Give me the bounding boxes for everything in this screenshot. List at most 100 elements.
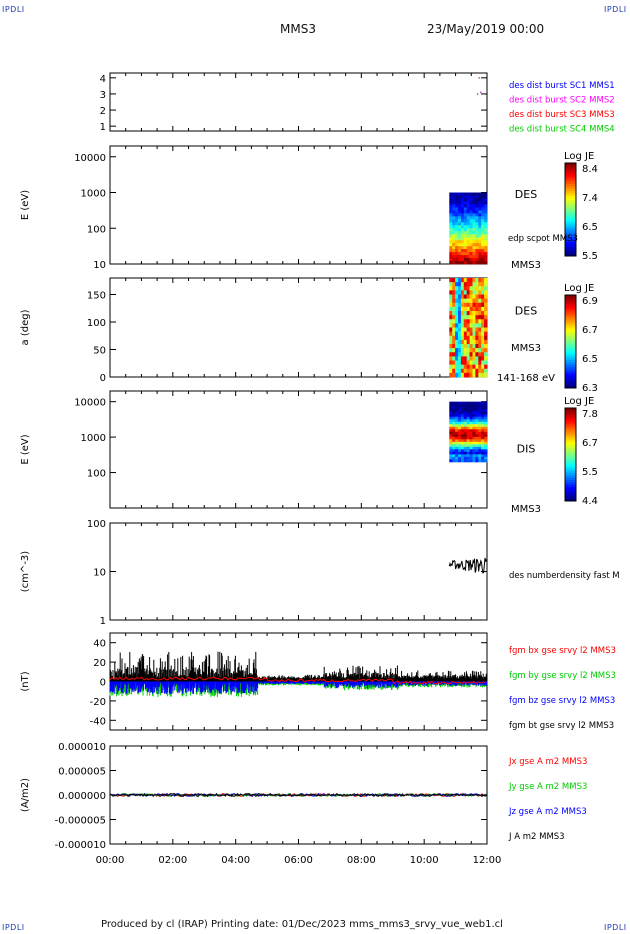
dis_energy-heatmap-cell: [472, 404, 476, 408]
des_energy-heatmap-cell: [463, 255, 468, 259]
des_energy-heatmap-cell: [452, 216, 456, 220]
des_energy-heatmap-cell: [472, 258, 476, 262]
des_pitch-colorbar-step: [565, 374, 576, 377]
dis_energy-heatmap-cell: [466, 426, 470, 430]
dis_energy-heatmap-cell: [452, 446, 456, 450]
des_pitch-heatmap-cell: [452, 302, 456, 308]
des_pitch-colorbar-step: [565, 301, 576, 305]
dis_energy-heatmap-cell: [469, 414, 473, 418]
des_pitch-heatmap-cell: [475, 323, 479, 328]
dis_energy-heatmap-cell: [452, 424, 456, 428]
dis_energy-heatmap-cell: [484, 451, 488, 455]
dis_energy-heatmap-cell: [475, 426, 479, 430]
des_pitch-heatmap-cell: [452, 278, 456, 283]
dis_energy-heatmap-cell: [460, 444, 465, 448]
des_energy-colorbar-step: [565, 204, 576, 208]
des_energy-heatmap-cell: [475, 234, 479, 238]
dis_energy-heatmap-cell: [481, 451, 485, 455]
dis_energy-heatmap-cell: [469, 421, 473, 425]
dis_energy-heatmap-cell: [463, 406, 468, 410]
des_energy-heatmap-cell: [478, 240, 482, 244]
current-ytick-label: 0.000000: [58, 791, 106, 802]
des_energy-heatmap-cell: [463, 261, 468, 265]
des_energy-heatmap-cell: [475, 192, 479, 196]
des_energy-colorbar-step: [565, 209, 576, 213]
des_energy-heatmap-cell: [478, 231, 482, 235]
dis_energy-heatmap-cell: [449, 426, 453, 430]
des_energy-heatmap-cell: [458, 198, 462, 202]
des_pitch-heatmap-cell: [484, 372, 488, 378]
dis_energy-heatmap-cell: [478, 454, 482, 458]
dis_energy-heatmap-cell: [463, 431, 468, 435]
dis_energy-heatmap-cell: [463, 439, 468, 443]
dis_energy-heatmap-cell: [475, 429, 479, 433]
des_energy-heatmap-cell: [463, 258, 468, 262]
dis_energy-heatmap-cell: [455, 406, 459, 410]
des_energy-heatmap-cell: [478, 261, 482, 265]
des_energy-heatmap-cell: [466, 240, 470, 244]
des_energy-heatmap-cell: [460, 225, 465, 229]
dis_energy-heatmap-cell: [472, 451, 476, 455]
des_pitch-heatmap-cell: [472, 364, 476, 370]
burst-point: [476, 93, 479, 95]
des_pitch-heatmap-cell: [469, 339, 473, 345]
des_pitch-heatmap-cell: [449, 290, 453, 295]
legend-des-numberdensity-fast-m: des numberdensity fast M: [509, 571, 620, 581]
des_pitch-heatmap-cell: [475, 372, 479, 378]
dis_energy-heatmap-cell: [472, 421, 476, 425]
des_energy-colorbar-step: [565, 239, 576, 243]
des_energy-heatmap-cell: [475, 198, 479, 202]
des_energy-colorbar-step: [565, 249, 576, 252]
dis_energy-heatmap-cell: [449, 416, 453, 420]
dis_energy-heatmap-cell: [481, 431, 485, 435]
dis_energy-heatmap-cell: [458, 451, 462, 455]
des_energy-heatmap-cell: [484, 210, 488, 214]
des_energy-heatmap-cell: [484, 252, 488, 256]
j-a-m2-mms3-trace: [109, 792, 487, 798]
dis_energy-heatmap-cell: [472, 446, 476, 450]
dis_energy-heatmap-cell: [466, 436, 470, 440]
dis_energy-colorbar-step: [565, 489, 576, 493]
des_pitch-heatmap-cell: [481, 282, 485, 287]
des_pitch-heatmap-cell: [481, 323, 485, 328]
dis_energy-heatmap-cell: [466, 411, 470, 415]
des_energy-heatmap-cell: [475, 210, 479, 214]
des_energy-heatmap-cell: [458, 216, 462, 220]
des_energy-heatmap-cell: [455, 195, 459, 199]
des_energy-heatmap-cell: [449, 213, 453, 217]
des_energy-heatmap-cell: [449, 216, 453, 220]
dis_energy-heatmap-cell: [484, 444, 488, 448]
dis_energy-heatmap-cell: [469, 441, 473, 445]
dis_energy-heatmap-cell: [481, 409, 485, 413]
burst-ytick-label: 1: [100, 122, 106, 133]
des_energy-colorbar-step: [565, 228, 576, 231]
des_pitch-heatmap-cell: [455, 368, 459, 374]
dis_energy-heatmap-cell: [463, 401, 468, 405]
dis_energy-heatmap-cell: [475, 419, 479, 423]
des_pitch-heatmap-cell: [458, 360, 462, 366]
dis_energy-heatmap-cell: [481, 449, 485, 453]
dis_energy-colorbar-step: [565, 431, 576, 435]
des_pitch-heatmap-cell: [455, 372, 459, 378]
des_energy-heatmap-cell: [460, 237, 465, 241]
des_pitch-heatmap-cell: [452, 360, 456, 366]
dis_energy-heatmap-cell: [475, 424, 479, 428]
des_energy-colorbar-step: [565, 230, 576, 234]
des_energy-heatmap-cell: [475, 249, 479, 253]
des_energy-heatmap-cell: [481, 213, 485, 217]
dis_energy-heatmap-cell: [449, 436, 453, 440]
dis_energy-heatmap-cell: [452, 459, 456, 463]
des_pitch-heatmap-cell: [466, 356, 470, 361]
dis_energy-heatmap-cell: [475, 456, 479, 460]
des_energy-heatmap-cell: [466, 261, 470, 265]
des_pitch-heatmap-cell: [484, 315, 488, 320]
des_energy-heatmap-cell: [484, 255, 488, 259]
des_energy-heatmap-cell: [455, 222, 459, 226]
dis_energy-heatmap-cell: [469, 419, 473, 423]
des_pitch-colorbar-step: [565, 360, 576, 363]
des_energy-heatmap-cell: [449, 261, 453, 265]
dis_energy-heatmap-cell: [478, 451, 482, 455]
des_pitch-colorbar-step: [565, 376, 576, 380]
dis_energy-heatmap-cell: [466, 421, 470, 425]
des_energy-heatmap-cell: [460, 243, 465, 247]
